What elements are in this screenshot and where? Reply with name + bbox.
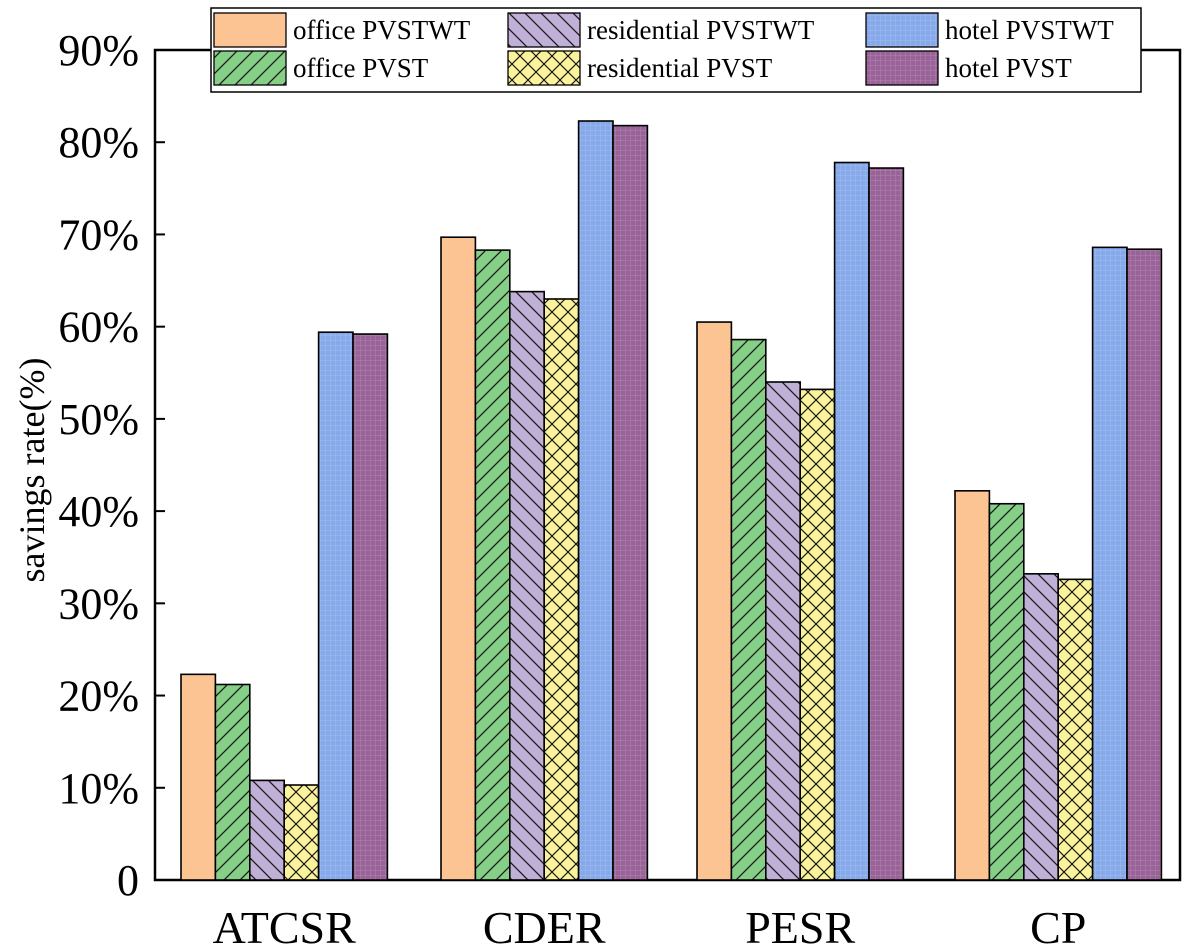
legend-box [210,7,1142,93]
legend-swatch-pattern [508,51,580,85]
bar-cder-residential-pvst [543,298,580,881]
legend-label: office PVST [293,53,429,83]
legend: office PVSTWT office PVST residential PVST… [210,7,1142,93]
bar-pattern [765,382,801,880]
y-tick-label: 0 [117,856,139,905]
bar-pattern [869,168,904,881]
bar-cder-office-pvst [474,249,511,881]
bar-atcsr-residential-pvst [283,784,320,881]
y-axis-title: savings rate(%) [12,358,52,583]
x-category-label: CDER [483,902,606,952]
legend-item-hotel-pvstwt: hotel PVSTWT [865,12,1114,48]
bar-pesr-office-pvstwt [696,321,733,881]
y-tick-label: 30% [58,579,139,628]
bar-outline [868,167,905,881]
bar-cder-office-pvstwt [440,236,477,881]
bar-pesr-residential-pvst [799,388,836,881]
bar-pattern [215,684,250,880]
bar-fill [181,674,216,880]
bar-atcsr-residential-pvstwt [249,779,286,881]
bar-atcsr-office-pvst [214,683,251,881]
legend-label: hotel PVSTWT [945,15,1114,45]
bar-cder-residential-pvstwt [508,290,545,881]
y-tick-label: 20% [58,672,139,721]
legend-swatch-pattern [214,51,286,85]
x-category-label: CP [1030,902,1086,952]
legend-swatch-outline [507,50,581,86]
bar-pattern [249,780,285,880]
bar-pattern [284,785,319,880]
y-tick-label: 80% [58,118,139,167]
legend-item-office-pvst: office PVST [213,50,429,86]
legend-label: residential PVSTWT [587,15,815,45]
legend-swatch-outline [865,12,939,48]
bar-pattern [1058,579,1093,880]
bar-pattern [318,332,353,880]
bar-pattern [578,121,613,880]
x-category-label: PESR [745,902,855,952]
legend-label: hotel PVST [945,53,1072,83]
x-axis: ATCSR CDER PESR CP [213,902,1087,952]
x-category-label: ATCSR [213,902,356,952]
bar-pattern [475,250,510,881]
bar-pattern [1092,247,1127,880]
bar-cp-office-pvstwt [954,490,991,881]
bar-pattern [834,162,869,880]
bar-outline [352,333,389,881]
bars [180,120,1163,881]
legend-swatch-pattern [866,51,938,85]
legend-item-residential-pvst: residential PVST [507,50,773,86]
y-tick-label: 70% [58,210,139,259]
legend-swatch-pattern [866,13,938,47]
bar-pattern [509,291,545,881]
bar-pesr-residential-pvstwt [764,381,801,881]
bar-atcsr-office-pvstwt [180,673,217,881]
bar-fill [955,490,990,880]
legend-swatch-pattern [508,13,580,47]
bar-pesr-hotel-pvstwt [833,161,870,881]
bar-cp-residential-pvst [1057,578,1094,881]
bar-pattern [800,389,835,880]
legend-item-hotel-pvst: hotel PVST [865,50,1072,86]
bar-cder-hotel-pvstwt [577,120,614,881]
bar-outline [1126,248,1163,881]
bar-pattern [353,334,388,880]
legend-label: residential PVST [587,53,773,83]
legend-swatch-outline [507,12,581,48]
bar-cp-office-pvst [988,502,1025,881]
bar-fill [441,237,476,880]
bar-atcsr-hotel-pvst [352,333,389,881]
bar-cp-residential-pvstwt [1022,573,1059,881]
bar-pattern [1127,249,1162,880]
bar-pesr-hotel-pvst [868,167,905,881]
legend-label: office PVSTWT [293,15,471,45]
bar-pattern [613,125,648,881]
y-axis: 0 10% 20% 30% 40% 50% 60% 70% 80% 90% [58,26,165,905]
legend-swatch [214,13,286,47]
bar-pattern [544,299,579,880]
legend-item-office-pvstwt: office PVSTWT [213,12,471,48]
bar-cp-hotel-pvstwt [1091,246,1128,881]
legend-item-residential-pvstwt: residential PVSTWT [507,12,815,48]
y-tick-label: 10% [58,764,139,813]
y-tick-label: 90% [58,26,139,75]
bar-pattern [731,339,766,881]
bar-pattern [1023,573,1059,880]
y-tick-label: 60% [58,303,139,352]
bar-cp-hotel-pvst [1126,248,1163,881]
bar-cder-hotel-pvst [612,124,649,881]
y-tick-label: 50% [58,395,139,444]
legend-swatch-outline [213,12,287,48]
legend-swatch-outline [865,50,939,86]
y-tick-label: 40% [58,487,139,536]
bar-outline [612,124,649,881]
bar-atcsr-hotel-pvstwt [317,331,354,881]
legend-swatch-outline [213,50,287,86]
bar-fill [697,322,732,880]
bar-pattern [989,503,1024,880]
bar-pesr-office-pvst [730,338,767,881]
